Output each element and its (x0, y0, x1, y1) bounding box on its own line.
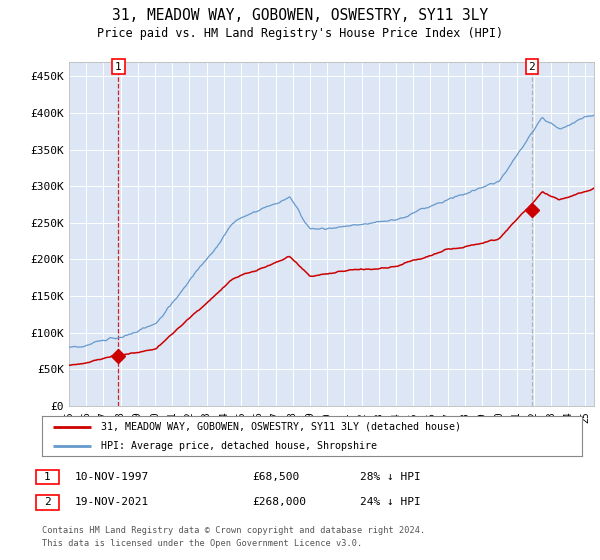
Text: 2: 2 (44, 497, 51, 507)
Text: £268,000: £268,000 (252, 497, 306, 507)
Text: 28% ↓ HPI: 28% ↓ HPI (360, 472, 421, 482)
Text: Price paid vs. HM Land Registry's House Price Index (HPI): Price paid vs. HM Land Registry's House … (97, 27, 503, 40)
Text: This data is licensed under the Open Government Licence v3.0.: This data is licensed under the Open Gov… (42, 539, 362, 548)
Text: 31, MEADOW WAY, GOBOWEN, OSWESTRY, SY11 3LY: 31, MEADOW WAY, GOBOWEN, OSWESTRY, SY11 … (112, 8, 488, 24)
Text: HPI: Average price, detached house, Shropshire: HPI: Average price, detached house, Shro… (101, 441, 377, 450)
Text: 2: 2 (529, 62, 535, 72)
Text: 1: 1 (115, 62, 122, 72)
Text: £68,500: £68,500 (252, 472, 299, 482)
Text: 31, MEADOW WAY, GOBOWEN, OSWESTRY, SY11 3LY (detached house): 31, MEADOW WAY, GOBOWEN, OSWESTRY, SY11 … (101, 422, 461, 432)
Text: 10-NOV-1997: 10-NOV-1997 (75, 472, 149, 482)
Text: Contains HM Land Registry data © Crown copyright and database right 2024.: Contains HM Land Registry data © Crown c… (42, 526, 425, 535)
Text: 24% ↓ HPI: 24% ↓ HPI (360, 497, 421, 507)
Text: 19-NOV-2021: 19-NOV-2021 (75, 497, 149, 507)
Text: 1: 1 (44, 472, 51, 482)
